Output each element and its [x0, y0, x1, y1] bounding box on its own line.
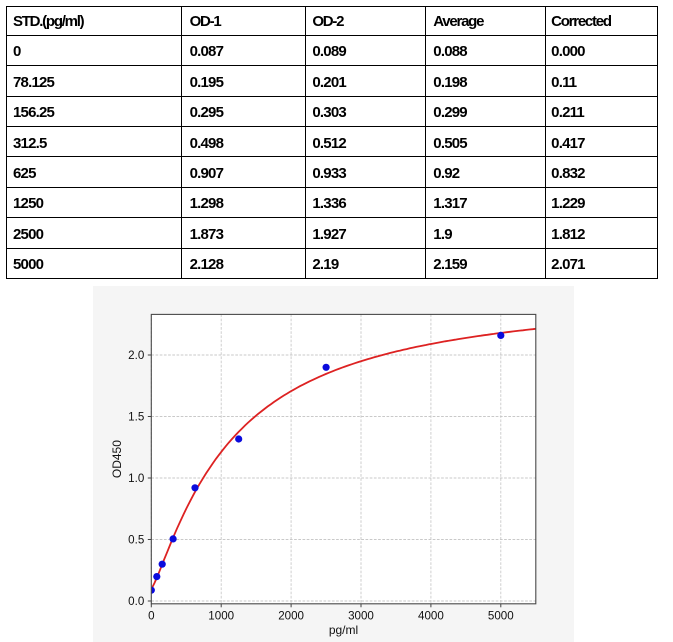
svg-text:5000: 5000	[488, 609, 514, 622]
svg-text:0.5: 0.5	[128, 534, 144, 547]
svg-text:1.0: 1.0	[128, 472, 144, 485]
svg-text:1000: 1000	[208, 609, 234, 622]
svg-text:1.5: 1.5	[128, 411, 144, 424]
svg-text:2000: 2000	[278, 609, 304, 622]
svg-text:OD450: OD450	[110, 440, 124, 478]
svg-text:4000: 4000	[418, 609, 444, 622]
svg-text:2.0: 2.0	[128, 349, 144, 362]
svg-text:3000: 3000	[348, 609, 374, 622]
svg-text:pg/ml: pg/ml	[329, 623, 358, 637]
svg-text:0: 0	[148, 609, 154, 622]
svg-text:0.0: 0.0	[128, 595, 144, 608]
